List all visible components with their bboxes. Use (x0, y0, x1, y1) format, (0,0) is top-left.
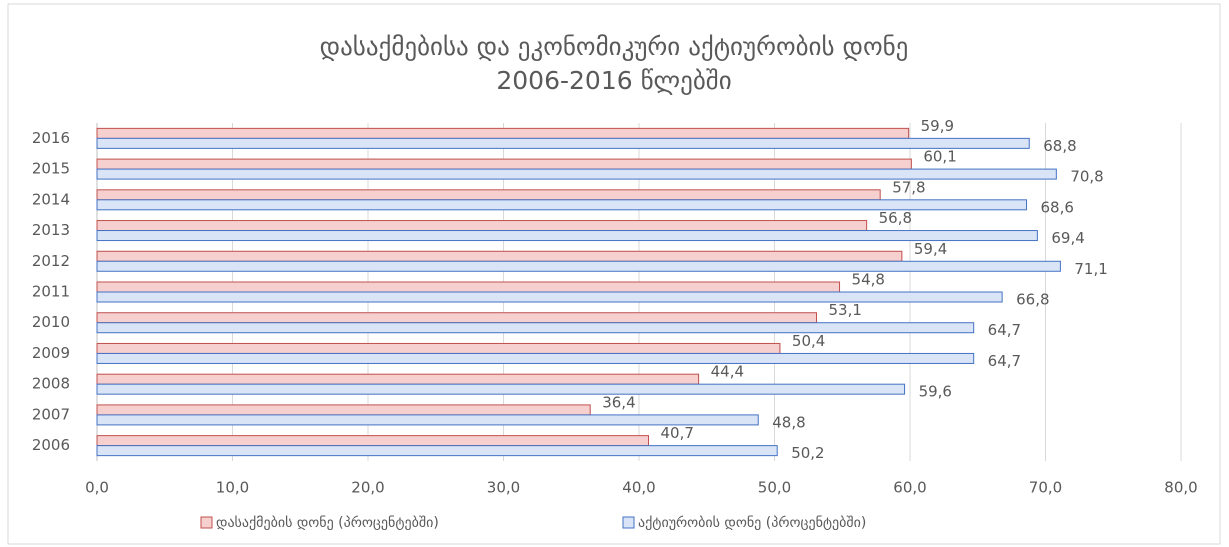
y-tick-label: 2014 (32, 190, 70, 208)
legend-swatch (622, 516, 635, 529)
y-tick-label: 2016 (32, 129, 70, 147)
value-label: 68,8 (1043, 137, 1076, 155)
value-label: 68,6 (1041, 198, 1074, 216)
bar (96, 158, 912, 170)
bar (96, 312, 818, 324)
bar (96, 168, 1057, 180)
value-label: 70,8 (1070, 168, 1103, 186)
bar (96, 189, 881, 201)
value-label: 50,4 (792, 332, 825, 350)
value-label: 64,7 (988, 321, 1021, 339)
y-tick-label: 2011 (32, 283, 70, 301)
bar (96, 281, 841, 293)
value-label: 40,7 (660, 424, 693, 442)
x-tick-label: 40,0 (622, 479, 655, 497)
value-label: 56,8 (879, 209, 912, 227)
x-tick-label: 70,0 (1029, 479, 1062, 497)
y-tick-label: 2010 (32, 313, 70, 331)
x-tick-label: 0,0 (85, 479, 109, 497)
chart-title: 2006-2016 წლებში (496, 66, 731, 95)
y-tick-label: 2008 (32, 375, 70, 393)
bar (96, 230, 1038, 242)
value-label: 59,9 (921, 117, 954, 135)
value-label: 64,7 (988, 352, 1021, 370)
value-label: 54,8 (852, 271, 885, 289)
legend-label: დასაქმების დონე (პროცენტებში) (216, 514, 439, 531)
legend-swatch (200, 516, 213, 529)
y-tick-label: 2012 (32, 252, 70, 270)
bar (96, 199, 1028, 211)
bar (96, 260, 1061, 272)
x-tick-label: 30,0 (487, 479, 520, 497)
bar (96, 414, 759, 426)
y-tick-label: 2013 (32, 221, 70, 239)
bar (96, 342, 781, 354)
value-label: 53,1 (829, 301, 862, 319)
x-tick-label: 50,0 (758, 479, 791, 497)
value-label: 71,1 (1074, 260, 1107, 278)
y-tick-label: 2015 (32, 160, 70, 178)
bar (96, 322, 975, 334)
value-label: 59,6 (919, 383, 952, 401)
x-tick-label: 60,0 (893, 479, 926, 497)
chart-title: დასაქმებისა და ეკონომიკური აქტიურობის დო… (320, 32, 909, 61)
value-label: 44,4 (711, 363, 744, 381)
bar (96, 435, 649, 447)
value-label: 60,1 (923, 148, 956, 166)
value-label: 36,4 (602, 393, 635, 411)
legend-label: აქტიურობის დონე (პროცენტებში) (638, 514, 866, 531)
x-tick-label: 10,0 (216, 479, 249, 497)
value-label: 59,4 (914, 240, 947, 258)
bar (96, 404, 591, 416)
y-tick-label: 2007 (32, 405, 70, 423)
value-label: 57,8 (892, 178, 925, 196)
bar (96, 291, 1003, 303)
bar (96, 250, 903, 262)
bar (96, 373, 700, 385)
y-tick-label: 2006 (32, 436, 70, 454)
y-tick-label: 2009 (32, 344, 70, 362)
value-label: 48,8 (772, 413, 805, 431)
x-tick-label: 80,0 (1164, 479, 1197, 497)
x-tick-label: 20,0 (351, 479, 384, 497)
bar (96, 220, 868, 232)
value-label: 66,8 (1016, 291, 1049, 309)
value-label: 69,4 (1051, 229, 1084, 247)
value-label: 50,2 (791, 444, 824, 462)
bar (96, 137, 1030, 149)
bar (96, 445, 778, 457)
bar (96, 352, 975, 364)
bar (96, 127, 910, 139)
bar (96, 383, 906, 395)
